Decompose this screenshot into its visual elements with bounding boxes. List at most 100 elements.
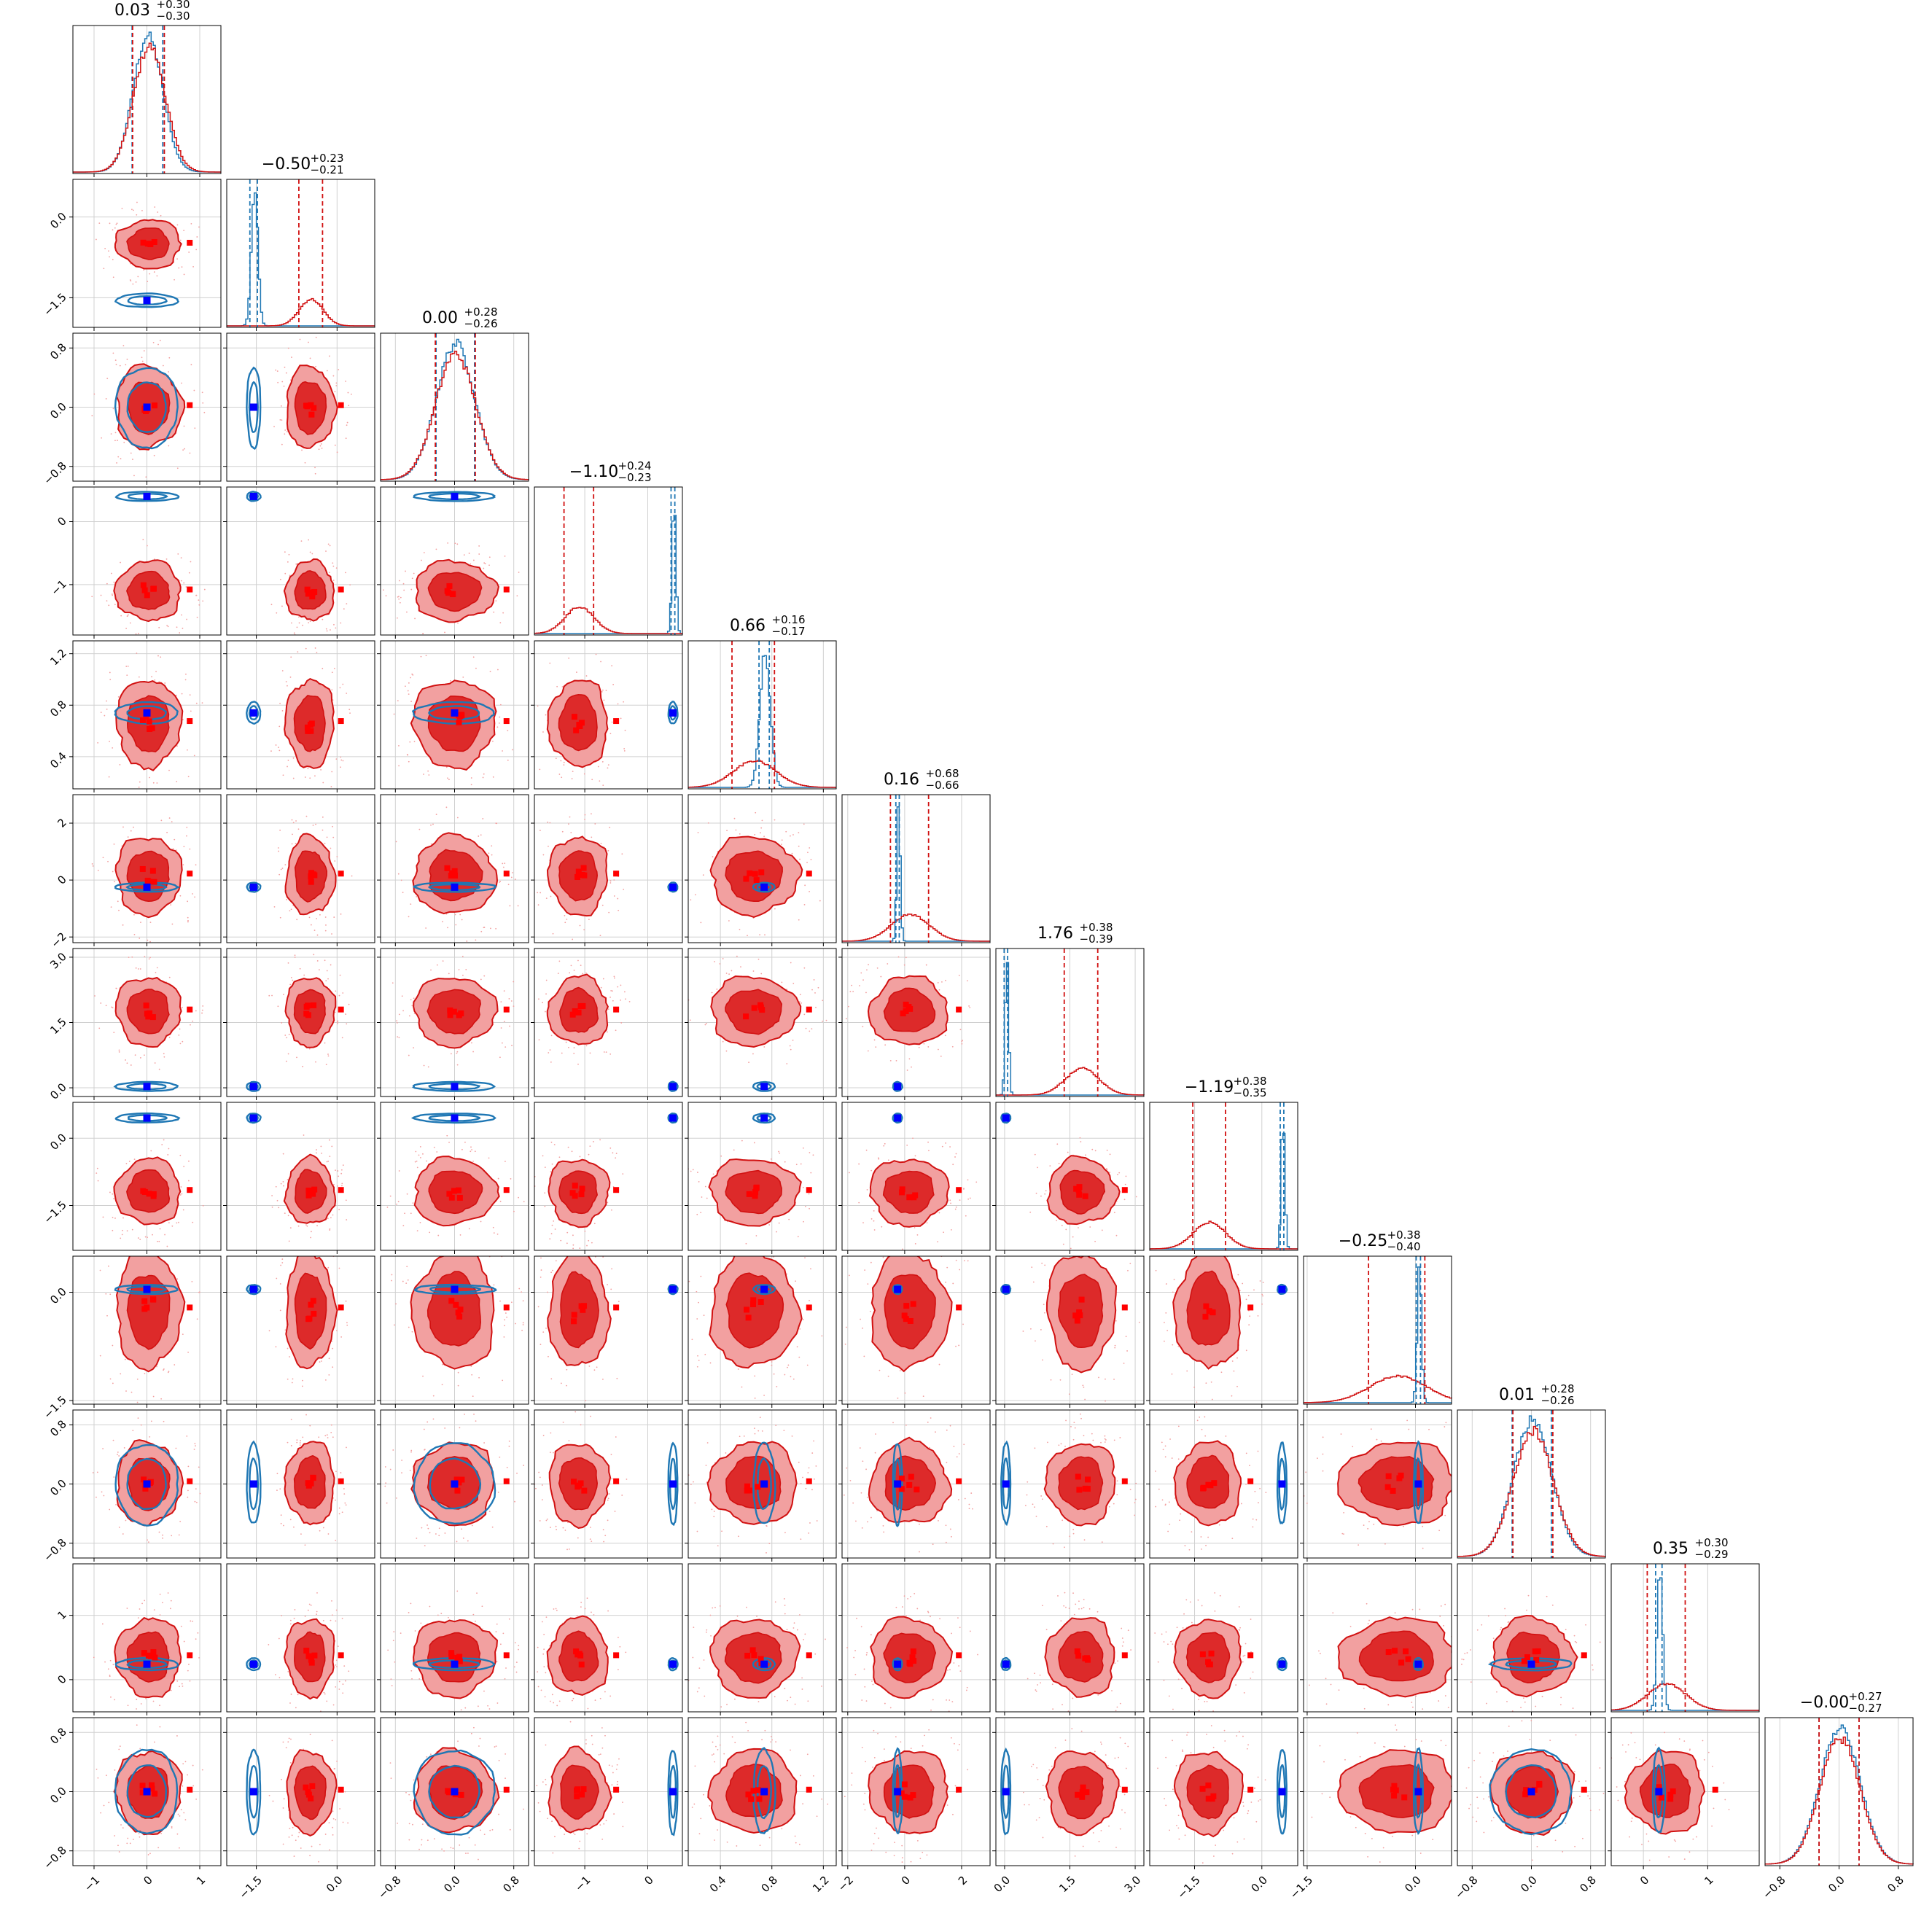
scatter-point (817, 986, 819, 989)
scatter-point (163, 1368, 165, 1370)
red-contour-1sigma (559, 1271, 599, 1349)
scatter-point (322, 816, 324, 818)
scatter-point (805, 1487, 807, 1489)
scatter-point (291, 843, 293, 845)
scatter-point (803, 967, 806, 969)
scatter-point (284, 1329, 287, 1331)
scatter-point (109, 1293, 112, 1296)
scatter-point (435, 1533, 437, 1535)
scatter-point (1257, 1776, 1259, 1778)
scatter-point (865, 1700, 868, 1702)
scatter-point (798, 1614, 801, 1616)
scatter-point (737, 1368, 739, 1370)
panel-frame (534, 1563, 683, 1713)
scatter-point (600, 661, 601, 663)
scatter-point (289, 1356, 290, 1358)
scatter-point (1322, 1470, 1324, 1472)
scatter-point (117, 900, 119, 903)
scatter-point (760, 827, 763, 829)
red-marker (757, 1298, 764, 1305)
scatter-point (612, 684, 615, 685)
scatter-point (195, 864, 197, 866)
scatter-point (335, 567, 338, 569)
scatter-point (618, 1637, 619, 1638)
scatter-point (950, 1228, 952, 1231)
scatter-point (1107, 1765, 1109, 1767)
scatter-point (131, 956, 133, 958)
scatter-point (195, 249, 198, 251)
scatter-point (1038, 1817, 1040, 1819)
scatter-point (554, 1228, 556, 1230)
y-tick-label: 2 (55, 816, 69, 830)
scatter-point (550, 1171, 552, 1173)
red-marker (898, 1475, 905, 1481)
scatter-point (1258, 1502, 1259, 1504)
scatter-point (977, 1654, 978, 1656)
scatter-point (126, 615, 128, 617)
scatter-point (867, 1283, 869, 1285)
scatter-point (444, 1427, 446, 1429)
scatter-point (599, 1753, 601, 1756)
scatter-point (426, 1839, 429, 1842)
scatter-point (284, 366, 286, 368)
scatter-point (537, 1801, 540, 1804)
scatter-point (1367, 1623, 1369, 1625)
scatter-point (501, 1042, 503, 1044)
scatter-point (532, 1282, 534, 1283)
scatter-point (1453, 1817, 1454, 1818)
truth-marker (143, 297, 151, 305)
scatter-point (887, 963, 889, 965)
scatter-point (170, 1689, 172, 1691)
scatter-point (946, 1462, 948, 1463)
scatter-point (609, 733, 612, 735)
scatter-point (800, 1163, 802, 1165)
red-marker (150, 1296, 157, 1303)
scatter-point (725, 1452, 727, 1454)
blue-contour-outer (752, 1657, 776, 1672)
scatter-point (118, 1527, 120, 1528)
scatter-point (383, 589, 384, 591)
scatter-point (959, 1670, 962, 1672)
scatter-panel-9-8 (1300, 1409, 1452, 1562)
truth-marker (451, 1285, 459, 1293)
scatter-point (91, 415, 93, 417)
scatter-point (784, 1532, 786, 1534)
scatter-point (588, 919, 590, 920)
scatter-point (761, 1739, 763, 1741)
scatter-point (717, 1829, 718, 1831)
scatter-point (408, 760, 410, 763)
scatter-point (442, 921, 443, 923)
scatter-point (1118, 1172, 1121, 1174)
scatter-point (438, 1535, 440, 1537)
scatter-point (706, 1629, 708, 1631)
scatter-point (607, 764, 609, 766)
y-tick-label: 0 (55, 873, 69, 887)
scatter-point (436, 1151, 438, 1153)
red-marker (898, 1790, 905, 1796)
scatter-point (531, 1458, 532, 1460)
blue-contour-outer (246, 1657, 262, 1672)
scatter-point (268, 994, 270, 997)
scatter-point (1114, 1347, 1116, 1349)
panel-content (688, 1112, 814, 1244)
scatter-point (703, 1793, 704, 1796)
scatter-point (761, 1430, 763, 1432)
scatter-point (143, 350, 145, 352)
param-title-minus-5: −0.66 (926, 779, 959, 792)
red-marker (338, 1652, 344, 1659)
scatter-point (698, 1667, 701, 1670)
scatter-point (330, 964, 332, 966)
scatter-point (495, 1745, 497, 1748)
red-marker (909, 1654, 916, 1661)
scatter-point (503, 1336, 505, 1338)
scatter-point (281, 1615, 283, 1616)
scatter-point (867, 1050, 869, 1052)
scatter-panel-9-1 (223, 1409, 375, 1562)
blue-contour-outer (752, 1284, 776, 1296)
scatter-point (194, 1443, 196, 1444)
scatter-point (878, 1837, 880, 1839)
scatter-point (1073, 1422, 1075, 1424)
scatter-point (731, 970, 733, 972)
scatter-point (139, 1057, 141, 1059)
scatter-point (284, 433, 286, 435)
